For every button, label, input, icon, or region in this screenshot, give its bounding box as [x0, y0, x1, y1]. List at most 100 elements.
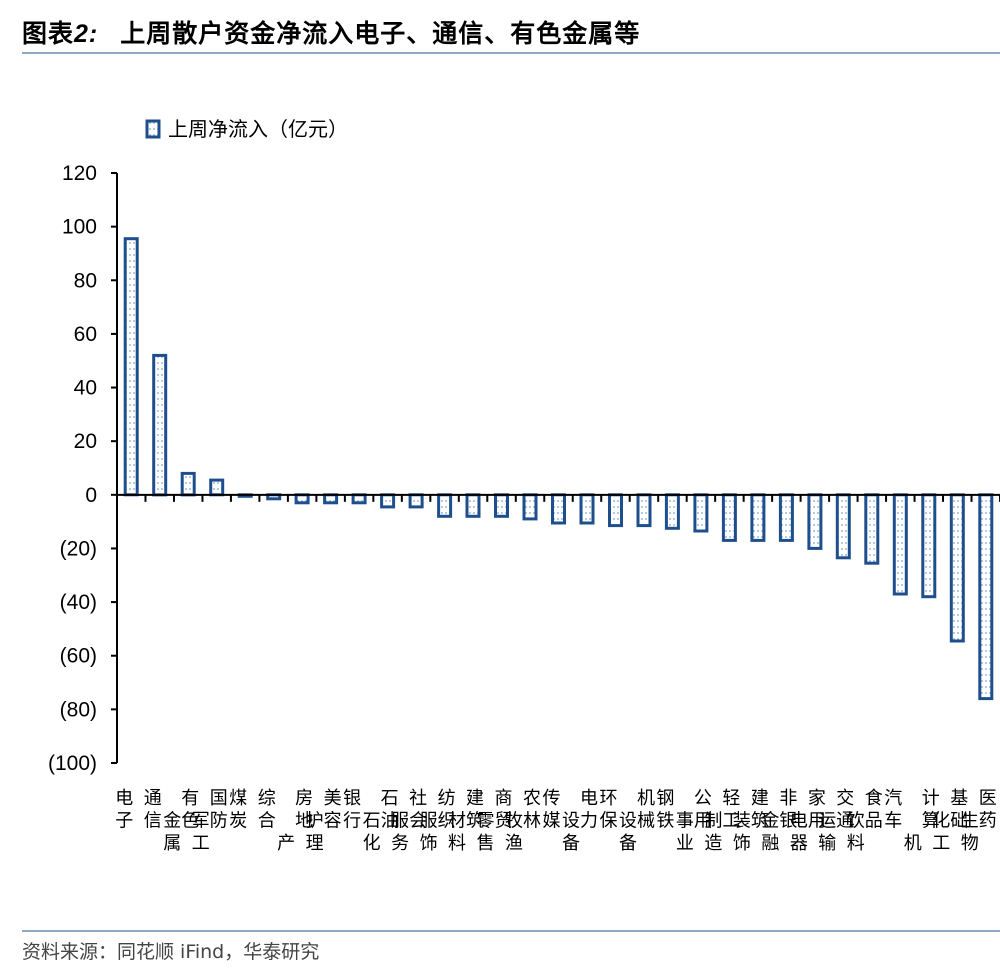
- y-tick-label: (100): [48, 752, 97, 775]
- figure-title-text: 上周散户资金净流入电子、通信、有色金属等: [120, 19, 641, 48]
- svg-text:公用事业: 公用事业: [676, 788, 712, 854]
- bar-纺织服饰: [437, 493, 453, 518]
- bar-非银金融: [778, 493, 794, 542]
- bar-建筑装饰: [750, 493, 766, 542]
- category-label: 建筑装饰: [733, 788, 769, 854]
- bar-农林牧渔: [522, 493, 538, 521]
- y-tick-label: 100: [62, 216, 97, 239]
- svg-text:家用电器: 家用电器: [790, 788, 826, 854]
- y-tick-label: 20: [74, 430, 97, 453]
- bars: [123, 237, 994, 701]
- bar-有色金属: [180, 471, 196, 497]
- svg-text:钢铁: 钢铁: [656, 788, 674, 832]
- category-label: 有色金属: [163, 788, 199, 854]
- legend: 上周净流入（亿元）: [145, 117, 348, 141]
- bar-计算机: [921, 493, 937, 599]
- bar-传媒: [551, 493, 566, 525]
- category-label: 医药生物: [961, 788, 997, 854]
- category-label: 钢铁: [656, 788, 674, 832]
- svg-text:石油石化: 石油石化: [363, 788, 399, 854]
- svg-text:轻工制造: 轻工制造: [704, 788, 740, 854]
- svg-text:非银金融: 非银金融: [761, 788, 797, 854]
- bar-商贸零售: [494, 493, 509, 518]
- figure-title: 图表2: 上周散户资金净流入电子、通信、有色金属等: [22, 14, 640, 50]
- y-tick-label: 40: [74, 377, 97, 400]
- bar-环保: [608, 493, 623, 528]
- bar-公用事业: [693, 493, 709, 533]
- y-tick-label: 0: [85, 484, 97, 507]
- svg-text:银行: 银行: [343, 788, 361, 832]
- svg-text:煤炭: 煤炭: [229, 788, 247, 832]
- bar-机械设备: [636, 493, 652, 528]
- svg-text:综合: 综合: [258, 788, 276, 832]
- bar-家用电器: [807, 493, 823, 550]
- bar-社会服务: [408, 493, 424, 509]
- svg-text:交通运输: 交通运输: [818, 788, 854, 854]
- source-rule: [22, 930, 1000, 932]
- bar-医药生物: [978, 493, 994, 701]
- svg-text:食品饮料: 食品饮料: [847, 788, 883, 854]
- y-tick-label: (60): [60, 645, 97, 668]
- category-label: 电子: [115, 788, 133, 832]
- category-label: 公用事业: [676, 788, 712, 854]
- source-note: 资料来源：同花顺 iFind，华泰研究: [22, 941, 320, 963]
- category-label: 交通运输: [818, 788, 854, 854]
- svg-text:基础化工: 基础化工: [932, 788, 968, 854]
- svg-text:通信: 通信: [144, 788, 162, 832]
- svg-text:美容护理: 美容护理: [306, 788, 342, 854]
- y-tick-label: 80: [74, 269, 97, 292]
- category-label: 商贸零售: [477, 788, 513, 854]
- category-label: 综合: [258, 788, 276, 832]
- svg-text:国防军工: 国防军工: [192, 788, 228, 854]
- svg-text:环保: 环保: [600, 788, 618, 832]
- category-label: 家用电器: [790, 788, 826, 854]
- category-label: 煤炭: [229, 788, 247, 832]
- y-tick-label: 60: [74, 323, 97, 346]
- svg-text:传媒: 传媒: [543, 788, 561, 832]
- category-label: 计算机: [904, 788, 940, 854]
- category-label: 传媒: [543, 788, 561, 832]
- legend-swatch: [145, 119, 161, 139]
- bar-电力设备: [579, 493, 595, 525]
- category-label: 社会服务: [391, 788, 427, 854]
- category-label: 食品饮料: [847, 788, 883, 854]
- bar-钢铁: [664, 493, 680, 530]
- figure-label: 图表: [22, 19, 75, 48]
- category-label: 石油石化: [363, 788, 399, 854]
- legend-label: 上周净流入（亿元）: [168, 117, 348, 141]
- bar-石油石化: [380, 493, 396, 509]
- category-label: 银行: [343, 788, 361, 832]
- category-label: 通信: [144, 788, 162, 832]
- svg-text:计算机: 计算机: [904, 788, 940, 854]
- svg-text:电力设备: 电力设备: [562, 788, 598, 854]
- bar-基础化工: [949, 493, 965, 643]
- category-label: 美容护理: [306, 788, 342, 854]
- category-label: 国防军工: [192, 788, 228, 854]
- bar-chart: 上周净流入（亿元） 120 100 80 60 40 20 0 (20) (40) (60) (80…: [48, 117, 1000, 854]
- category-label: 农林牧渔: [505, 788, 541, 854]
- svg-text:建筑装饰: 建筑装饰: [733, 788, 769, 854]
- category-labels: 电子通信有色金属国防军工煤炭综合房地产美容护理银行石油石化社会服务纺织服饰建筑材…: [115, 788, 997, 854]
- category-label: 机械设备: [619, 788, 655, 854]
- bar-交通运输: [835, 493, 851, 560]
- category-label: 非银金融: [761, 788, 797, 854]
- x-axis: [116, 493, 1000, 502]
- y-tick-label: 120: [62, 162, 97, 185]
- y-axis: 120 100 80 60 40 20 0 (20) (40) (60) (80) (100): [48, 162, 118, 775]
- bar-美容护理: [323, 493, 339, 505]
- y-tick-label: (80): [60, 698, 97, 721]
- svg-text:社会服务: 社会服务: [391, 788, 427, 854]
- category-label: 纺织服饰: [420, 788, 456, 854]
- title-rule: [22, 52, 1000, 54]
- bar-银行: [351, 493, 367, 505]
- bar-房地产: [294, 493, 310, 505]
- y-tick-label: (40): [60, 591, 97, 614]
- bar-汽车: [892, 493, 908, 596]
- bar-轻工制造: [721, 493, 737, 542]
- bar-建筑材料: [465, 493, 481, 518]
- bar-电子: [123, 237, 139, 497]
- category-label: 环保: [600, 788, 618, 832]
- svg-text:建筑材料: 建筑材料: [448, 788, 484, 854]
- figure-number: 2:: [74, 20, 99, 48]
- category-label: 建筑材料: [448, 788, 484, 854]
